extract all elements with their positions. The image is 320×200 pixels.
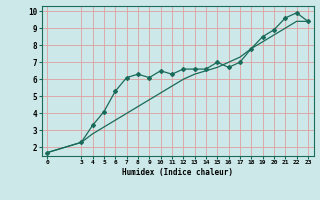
- X-axis label: Humidex (Indice chaleur): Humidex (Indice chaleur): [122, 168, 233, 177]
